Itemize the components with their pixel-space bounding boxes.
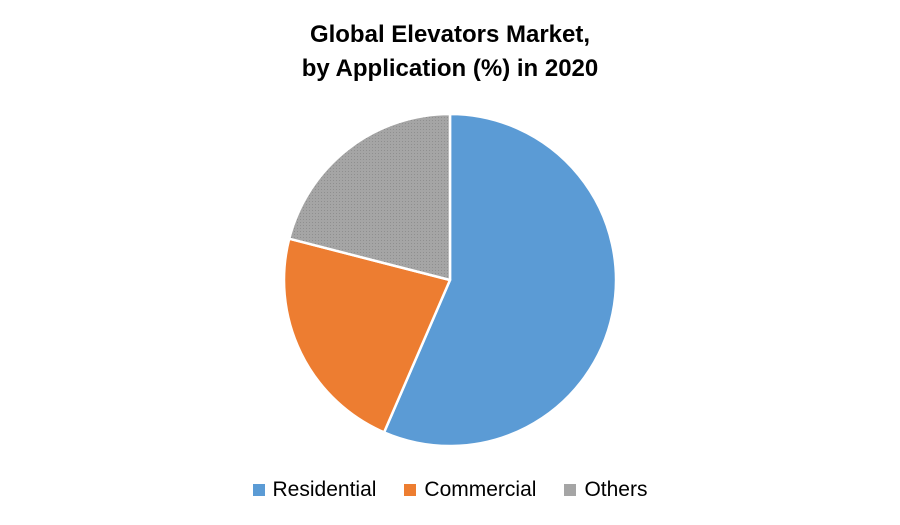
legend-swatch-others — [564, 484, 577, 496]
legend-item-commercial: Commercial — [404, 478, 536, 502]
legend-label-residential: Residential — [272, 478, 377, 501]
chart-title: Global Elevators Market, by Application … — [0, 18, 900, 86]
legend-label-others: Others — [584, 478, 648, 501]
pie-slice-others — [287, 112, 452, 282]
legend: Residential Commercial Others — [0, 478, 900, 502]
chart-title-line-2: by Application (%) in 2020 — [301, 55, 599, 82]
legend-swatch-commercial — [404, 484, 417, 496]
legend-swatch-residential — [252, 484, 265, 496]
legend-item-residential: Residential — [252, 478, 377, 502]
pie-slice-commercial — [282, 237, 452, 434]
legend-item-others: Others — [564, 478, 647, 502]
chart-title-line-1: Global Elevators Market, — [309, 21, 591, 48]
pie-slice-residential — [382, 112, 618, 448]
legend-label-commercial: Commercial — [424, 478, 537, 501]
